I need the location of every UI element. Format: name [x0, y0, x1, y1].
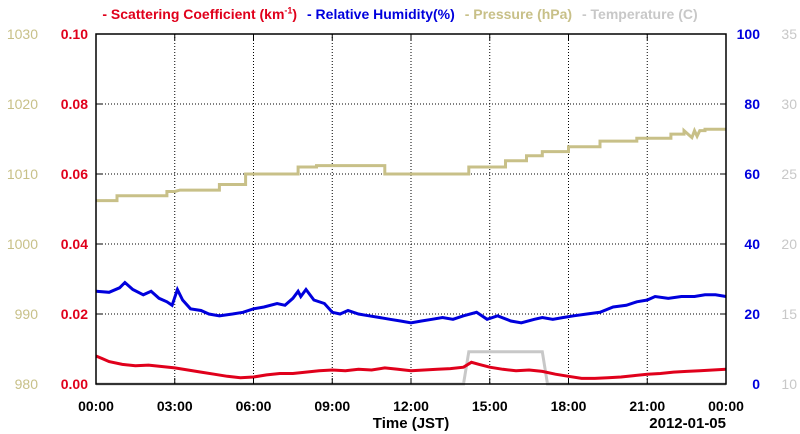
- legend-label: Temperature (C): [590, 5, 698, 22]
- pressure-axis-tick-label: 1000: [7, 236, 38, 252]
- legend-item-pressure: - Pressure (hPa): [465, 6, 576, 22]
- legend-label: Scattering Coefficient (km: [110, 5, 285, 22]
- humidity-axis-tick-label: 20: [744, 306, 760, 322]
- pressure-axis-tick-label: 1010: [7, 166, 38, 182]
- x-tick-label: 15:00: [472, 398, 508, 414]
- legend-marker: -: [306, 5, 312, 22]
- legend-marker: -: [581, 5, 587, 22]
- legend-label-superscript: -1: [284, 5, 293, 15]
- scattering-axis-tick-label: 0.10: [61, 26, 88, 42]
- humidity-axis-tick-label: 40: [744, 236, 760, 252]
- temperature-axis-tick-label: 15: [781, 306, 797, 322]
- pressure-axis-tick-label: 990: [15, 306, 39, 322]
- temperature-axis-tick-label: 30: [781, 96, 797, 112]
- scattering-axis-tick-label: 0.08: [61, 96, 88, 112]
- legend-label: Pressure (hPa): [473, 5, 573, 22]
- date-label: 2012-01-05: [649, 415, 726, 432]
- x-tick-label: 12:00: [393, 398, 429, 414]
- temperature-axis-tick-label: 20: [781, 236, 797, 252]
- legend-marker: -: [102, 5, 108, 22]
- grid-lines: [96, 34, 726, 384]
- chart-legend: - Scattering Coefficient (km-1) - Relati…: [0, 5, 800, 22]
- x-tick-label: 06:00: [236, 398, 272, 414]
- scattering-axis-tick-label: 0.06: [61, 166, 88, 182]
- scattering-series-line: [95, 354, 727, 380]
- x-tick-label: 00:00: [78, 398, 114, 414]
- x-tick-label: 18:00: [551, 398, 587, 414]
- legend-label-end: ): [292, 5, 298, 22]
- scattering-axis-tick-label: 0.02: [61, 306, 88, 322]
- legend-label: Relative Humidity(%): [315, 5, 455, 22]
- x-tick-label: 21:00: [629, 398, 665, 414]
- x-axis-label: Time (JST): [373, 415, 449, 432]
- pressure-axis-tick-label: 1030: [7, 26, 38, 42]
- legend-marker: -: [464, 5, 470, 22]
- legend-item-temperature: - Temperature (C): [582, 6, 698, 22]
- x-tick-label: 03:00: [157, 398, 193, 414]
- humidity-axis-tick-label: 80: [744, 96, 760, 112]
- temperature-axis-tick-label: 25: [781, 166, 797, 182]
- scattering-axis-tick-label: 0.00: [61, 376, 88, 392]
- humidity-axis-tick-label: 60: [744, 166, 760, 182]
- scattering-axis-tick-label: 0.04: [61, 236, 88, 252]
- pressure-series-line: [96, 126, 726, 203]
- humidity-axis-tick-label: 100: [737, 26, 761, 42]
- series-lines: [95, 126, 727, 386]
- x-tick-label: 00:00: [708, 398, 744, 414]
- temperature-axis-tick-label: 10: [781, 376, 797, 392]
- x-tick-label: 09:00: [314, 398, 350, 414]
- humidity-series-line: [95, 280, 727, 325]
- humidity-axis-tick-label: 0: [752, 376, 760, 392]
- pressure-axis-tick-label: 1020: [7, 96, 38, 112]
- axis-ticks: 00:00 03:00 06:00 09:00 12:00 15:00 18:00 21:00…: [7, 26, 797, 414]
- legend-item-scattering: - Scattering Coefficient (km-1): [102, 5, 301, 22]
- legend-item-humidity: - Relative Humidity(%): [307, 6, 459, 22]
- temperature-axis-tick-label: 35: [781, 26, 797, 42]
- pressure-axis-tick-label: 980: [15, 376, 39, 392]
